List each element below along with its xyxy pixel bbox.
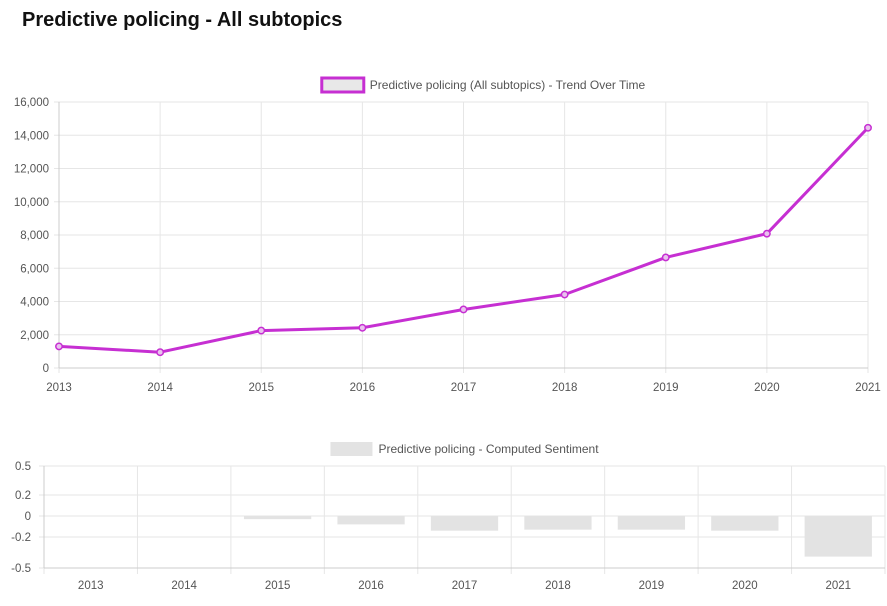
line-chart-series — [55, 123, 872, 357]
line-chart-x-ticks: 2013 2014 2015 2016 2017 2018 2019 2020 2021 — [46, 382, 881, 394]
x-tick-label: 2017 — [451, 382, 477, 394]
x-tick-label: 2016 — [358, 580, 384, 592]
y-tick-label: 0.2 — [15, 490, 31, 502]
x-tick-label: 2018 — [552, 382, 578, 394]
x-tick-label: 2013 — [46, 382, 72, 394]
trend-data-point[interactable] — [864, 123, 872, 132]
y-tick-label: 0 — [43, 363, 49, 375]
bar-chart-y-ticks: 0.5 0.2 0 -0.2 -0.5 — [11, 461, 31, 575]
bar-chart-legend[interactable]: Predictive policing - Computed Sentiment — [330, 442, 599, 456]
trend-data-point[interactable] — [156, 348, 165, 357]
x-tick-label: 2014 — [147, 382, 173, 394]
bar-chart-bars — [243, 516, 872, 557]
y-tick-label: 2,000 — [20, 330, 49, 342]
trend-data-point[interactable] — [459, 305, 468, 314]
trend-data-point[interactable] — [55, 342, 63, 351]
x-tick-label: 2018 — [545, 580, 571, 592]
y-tick-label: 12,000 — [14, 164, 49, 176]
bar-chart-x-ticks: 2013 2014 2015 2016 2017 2018 2019 2020 2021 — [78, 580, 851, 592]
trend-data-point[interactable] — [762, 229, 771, 238]
x-tick-label: 2021 — [825, 580, 851, 592]
line-chart-y-ticks: 0 2,000 4,000 6,000 8,000 10,000 12,000 14,000 1… — [14, 97, 49, 375]
line-chart-axes — [58, 102, 868, 369]
trend-data-point[interactable] — [661, 253, 670, 262]
legend-label-trend: Predictive policing (All subtopics) - Tr… — [370, 78, 646, 92]
sentiment-bar[interactable] — [617, 516, 686, 530]
x-tick-label: 2017 — [452, 580, 478, 592]
y-tick-label: 0.5 — [15, 461, 31, 473]
trend-data-point[interactable] — [358, 323, 367, 332]
y-tick-label: 16,000 — [14, 97, 49, 109]
trend-data-point[interactable] — [257, 326, 266, 335]
sentiment-bar[interactable] — [804, 516, 872, 557]
y-tick-label: 8,000 — [20, 230, 49, 242]
y-tick-label: 0 — [25, 511, 31, 523]
y-tick-label: 10,000 — [14, 197, 49, 209]
sentiment-bar[interactable] — [430, 516, 499, 531]
legend-swatch-sentiment — [330, 442, 373, 456]
y-tick-label: 14,000 — [14, 130, 49, 142]
x-tick-label: 2016 — [350, 382, 376, 394]
legend-swatch-trend — [320, 76, 366, 94]
y-tick-label: 4,000 — [20, 297, 49, 309]
y-tick-label: -0.2 — [11, 532, 31, 544]
x-tick-label: 2015 — [248, 382, 274, 394]
sentiment-bar[interactable] — [711, 516, 779, 531]
line-chart-legend[interactable]: Predictive policing (All subtopics) - Tr… — [320, 76, 646, 94]
trend-line-chart: Predictive policing (All subtopics) - Tr… — [14, 76, 881, 394]
x-tick-label: 2019 — [639, 580, 665, 592]
legend-label-sentiment: Predictive policing - Computed Sentiment — [378, 442, 599, 456]
x-tick-label: 2014 — [171, 580, 197, 592]
x-tick-label: 2021 — [855, 382, 881, 394]
x-tick-label: 2020 — [732, 580, 758, 592]
x-tick-label: 2013 — [78, 580, 104, 592]
y-tick-label: 6,000 — [20, 263, 49, 275]
trend-data-point[interactable] — [560, 290, 569, 299]
sentiment-bar[interactable] — [337, 516, 405, 525]
x-tick-label: 2019 — [653, 382, 679, 394]
sentiment-bar[interactable] — [243, 516, 312, 520]
bar-chart-grid — [39, 465, 886, 574]
x-tick-label: 2020 — [754, 382, 780, 394]
page-title: Predictive policing - All subtopics — [22, 9, 343, 31]
sentiment-bar[interactable] — [524, 516, 592, 530]
y-tick-label: -0.5 — [11, 563, 31, 575]
x-tick-label: 2015 — [265, 580, 291, 592]
